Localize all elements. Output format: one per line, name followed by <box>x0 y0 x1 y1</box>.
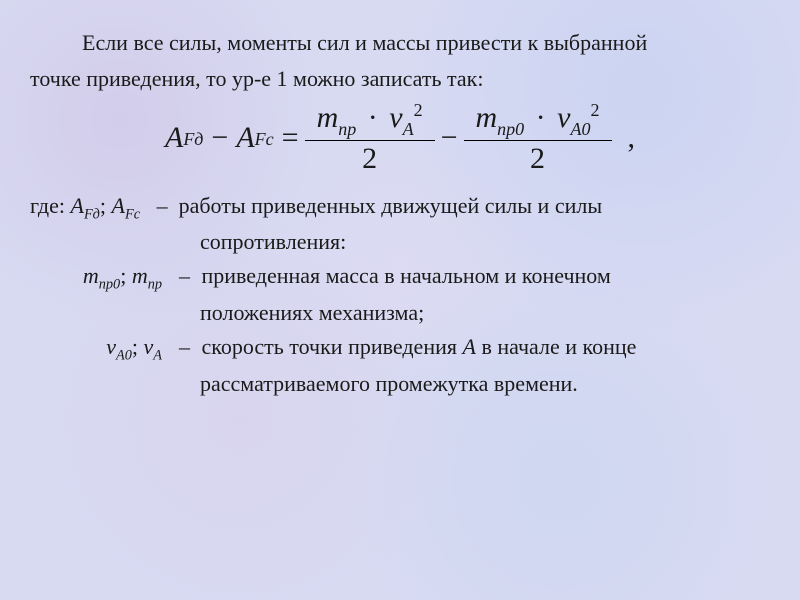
intro-line-1: Если все силы, моменты сил и массы приве… <box>30 28 770 58</box>
frac-2: mпр0 · vA02 2 <box>470 101 606 174</box>
sep-3: ; <box>132 334 144 359</box>
sep-1: ; <box>100 193 112 218</box>
sub-Fd: Fд <box>183 129 203 150</box>
dash-3: – <box>168 330 202 364</box>
frac-1: mпр · vA2 2 <box>311 101 429 174</box>
def-3-text-b: в начале и конце <box>476 334 636 359</box>
where-label: где: <box>30 193 71 218</box>
def-row-3: vA0; vA –скорость точки приведения A в н… <box>30 330 770 367</box>
term-mnp0: mпр0 <box>83 263 120 288</box>
sub-np1: пр <box>338 119 356 139</box>
sym-v1: v <box>389 101 402 134</box>
intro-line-2: точке приведения, то ур-е 1 можно записа… <box>30 64 770 94</box>
def-1-text: работы приведенных движущей силы и силы <box>179 193 603 218</box>
slide: Если все силы, моменты сил и массы приве… <box>0 0 800 600</box>
op-dot-2: · <box>536 101 546 134</box>
sym-m1: m <box>317 101 339 134</box>
term-vA: vA <box>144 334 163 359</box>
def-2-text: приведенная масса в начальном и конечном <box>202 263 611 288</box>
sub-A0: A0 <box>571 119 591 139</box>
formula-comma: , <box>628 121 636 155</box>
sym-A1: A <box>165 121 183 155</box>
op-minus-1: − <box>211 121 228 155</box>
terms-m: mпр0; mпр <box>30 259 162 296</box>
op-dot-1: · <box>368 101 378 134</box>
term-AFd: AFд <box>71 193 100 218</box>
sym-v2: v <box>557 101 570 134</box>
terms-v: vA0; vA <box>30 330 162 367</box>
sym-A2: A <box>236 121 254 155</box>
definitions: где: AFд; AFc – работы приведенных движу… <box>30 189 770 401</box>
sup-sq-1: 2 <box>414 100 423 120</box>
sym-m2: m <box>476 101 498 134</box>
def-row-2b: положениях механизма; <box>200 296 770 330</box>
def-row-3b: рассматриваемого промежутка времени. <box>200 367 770 401</box>
def-row-2: mпр0; mпр –приведенная масса в начальном… <box>30 259 770 296</box>
sub-Fc: Fc <box>255 129 274 150</box>
formula-expression: AFд − AFc = mпр · vA2 2 − mпр0 · vA02 2 <box>165 101 635 174</box>
op-minus-2: − <box>441 121 458 155</box>
def-3-A: A <box>462 334 475 359</box>
term-mnp: mпр <box>132 263 162 288</box>
sep-2: ; <box>120 263 132 288</box>
term-AFc: AFc <box>112 193 141 218</box>
dash-2: – <box>168 259 202 293</box>
def-3-text-a: скорость точки приведения <box>202 334 463 359</box>
op-eq: = <box>282 121 299 155</box>
sub-np0: пр0 <box>497 119 524 139</box>
den-2: 2 <box>464 140 612 175</box>
term-vA0: vA0 <box>106 334 132 359</box>
sup-sq-2: 2 <box>591 100 600 120</box>
def-row-1b: сопротивления: <box>200 225 770 259</box>
dash-1: – <box>146 193 179 218</box>
main-formula: AFд − AFc = mпр · vA2 2 − mпр0 · vA02 2 <box>30 101 770 174</box>
def-row-1: где: AFд; AFc – работы приведенных движу… <box>30 189 770 226</box>
sub-A1: A <box>403 119 414 139</box>
den-1: 2 <box>305 140 435 175</box>
